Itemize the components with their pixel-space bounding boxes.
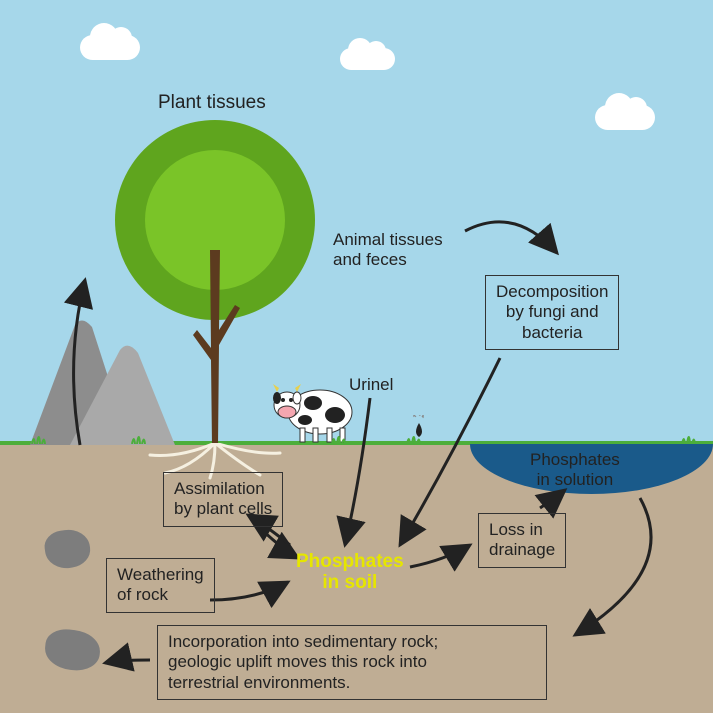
label-urine: Urinel [349,375,393,395]
cloud-icon [80,35,140,60]
label-phosphates-soil: Phosphates in soil [296,552,404,594]
grass-tuft-icon [680,430,698,444]
label-loss-drainage: Loss in drainage [478,513,566,568]
grass-tuft-icon [330,430,348,444]
label-animal-tissues: Animal tissues and feces [333,230,443,271]
grass-tuft-icon [30,430,48,444]
mountain-icon [20,305,180,445]
phosphorus-cycle-diagram: Plant tissues Animal tissues and feces U… [0,0,713,713]
label-weathering: Weathering of rock [106,558,215,613]
grass-tuft-icon [405,430,423,444]
cloud-icon [595,105,655,130]
label-phosphates-solution: Phosphates in solution [530,450,620,491]
label-plant-tissues: Plant tissues [158,92,266,115]
label-assimilation: Assimilation by plant cells [163,472,283,527]
tree-trunk-icon [185,250,245,445]
label-incorporation: Incorporation into sedimentary rock; geo… [157,625,547,700]
cloud-icon [340,48,395,70]
grass-tuft-icon [130,430,148,444]
label-decomposition: Decomposition by fungi and bacteria [485,275,619,350]
